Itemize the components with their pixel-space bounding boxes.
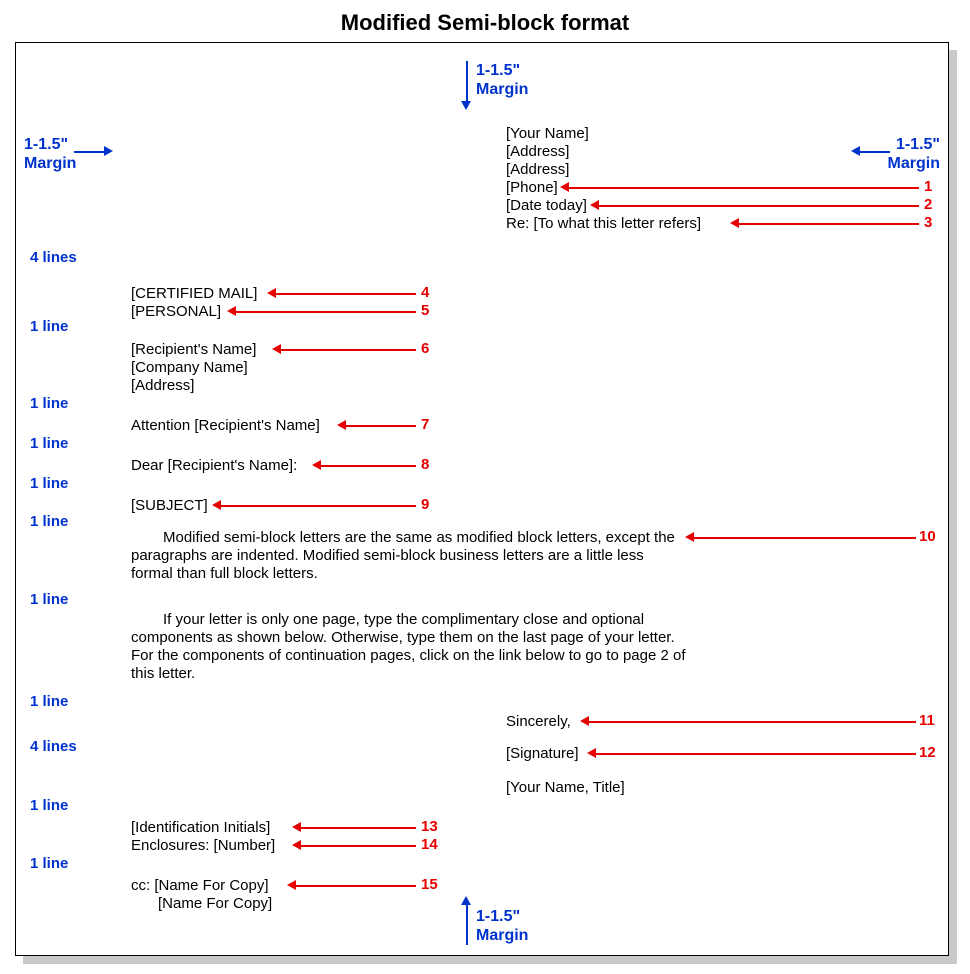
spacer-4lines-2: 4 lines [30,738,77,756]
margin-left-arrow-head [104,146,113,156]
callout-13-line [301,827,416,829]
margin-right-label: 1-1.5" Margin [888,135,940,173]
margin-right-arrow-head [851,146,860,156]
page-title: Modified Semi-block format [10,10,960,36]
callout-3-head [730,218,739,228]
margin-bottom-label: 1-1.5" Margin [476,907,528,945]
callout-4-line [276,293,416,295]
margin-top-arrow-line [466,61,468,101]
spacer-1line-b: 1 line [30,395,68,413]
callout-8-num: 8 [421,456,429,474]
callout-9-head [212,500,221,510]
spacer-4lines-1: 4 lines [30,249,77,267]
callout-3-num: 3 [924,214,932,232]
callout-7-num: 7 [421,416,429,434]
callout-12-head [587,748,596,758]
sender-phone: [Phone] [506,179,558,197]
page: 1-1.5" Margin 1-1.5" Margin 1-1.5" Margi… [15,42,949,956]
page-container: 1-1.5" Margin 1-1.5" Margin 1-1.5" Margi… [15,42,955,962]
callout-10-num: 10 [919,528,936,546]
margin-bottom-arrow-head [461,896,471,905]
callout-12-line [596,753,916,755]
callout-8-head [312,460,321,470]
body-para-2: If your letter is only one page, type th… [131,611,686,683]
callout-3-line [739,223,919,225]
callout-1-num: 1 [924,178,932,196]
attention-line: Attention [Recipient's Name] [131,417,320,435]
salutation: Dear [Recipient's Name]: [131,457,297,475]
spacer-1line-e: 1 line [30,513,68,531]
signature: [Signature] [506,745,579,763]
mail-certified: [CERTIFIED MAIL] [131,285,257,303]
callout-11-head [580,716,589,726]
cc-line-2: [Name For Copy] [158,895,272,913]
callout-7-line [346,425,416,427]
callout-5-line [236,311,416,313]
callout-9-num: 9 [421,496,429,514]
callout-2-num: 2 [924,196,932,214]
callout-15-head [287,880,296,890]
callout-6-num: 6 [421,340,429,358]
callout-2-line [599,205,919,207]
callout-14-head [292,840,301,850]
callout-10-line [694,537,916,539]
spacer-1line-f: 1 line [30,591,68,609]
callout-8-line [321,465,416,467]
callout-15-num: 15 [421,876,438,894]
mail-personal: [PERSONAL] [131,303,221,321]
recipient-name: [Recipient's Name] [131,341,256,359]
sender-name: [Your Name] [506,125,589,143]
complimentary-close: Sincerely, [506,713,571,731]
margin-left-label: 1-1.5" Margin [24,135,76,173]
callout-5-num: 5 [421,302,429,320]
sender-date: [Date today] [506,197,587,215]
id-initials: [Identification Initials] [131,819,270,837]
callout-2-head [590,200,599,210]
callout-13-num: 13 [421,818,438,836]
callout-1-line [569,187,919,189]
callout-7-head [337,420,346,430]
spacer-1line-i: 1 line [30,855,68,873]
callout-6-head [272,344,281,354]
callout-4-head [267,288,276,298]
cc-line-1: cc: [Name For Copy] [131,877,269,895]
callout-5-head [227,306,236,316]
sender-re: Re: [To what this letter refers] [506,215,701,233]
callout-11-num: 11 [919,712,935,730]
enclosures: Enclosures: [Number] [131,837,275,855]
callout-11-line [589,721,916,723]
spacer-1line-c: 1 line [30,435,68,453]
sender-name-title: [Your Name, Title] [506,779,625,797]
margin-right-arrow-line [860,151,890,153]
callout-14-line [301,845,416,847]
spacer-1line-g: 1 line [30,693,68,711]
margin-top-label: 1-1.5" Margin [476,61,528,99]
sender-addr1: [Address] [506,143,569,161]
callout-6-line [281,349,416,351]
spacer-1line-a: 1 line [30,318,68,336]
callout-1-head [560,182,569,192]
callout-14-num: 14 [421,836,438,854]
callout-15-line [296,885,416,887]
callout-12-num: 12 [919,744,936,762]
body-para-1: Modified semi-block letters are the same… [131,529,686,583]
callout-13-head [292,822,301,832]
margin-bottom-arrow-line [466,905,468,945]
subject-line: [SUBJECT] [131,497,208,515]
spacer-1line-h: 1 line [30,797,68,815]
spacer-1line-d: 1 line [30,475,68,493]
callout-10-head [685,532,694,542]
recipient-address: [Address] [131,377,194,395]
callout-4-num: 4 [421,284,429,302]
margin-left-arrow-line [74,151,104,153]
recipient-company: [Company Name] [131,359,248,377]
sender-addr2: [Address] [506,161,569,179]
margin-top-arrow-head [461,101,471,110]
callout-9-line [221,505,416,507]
